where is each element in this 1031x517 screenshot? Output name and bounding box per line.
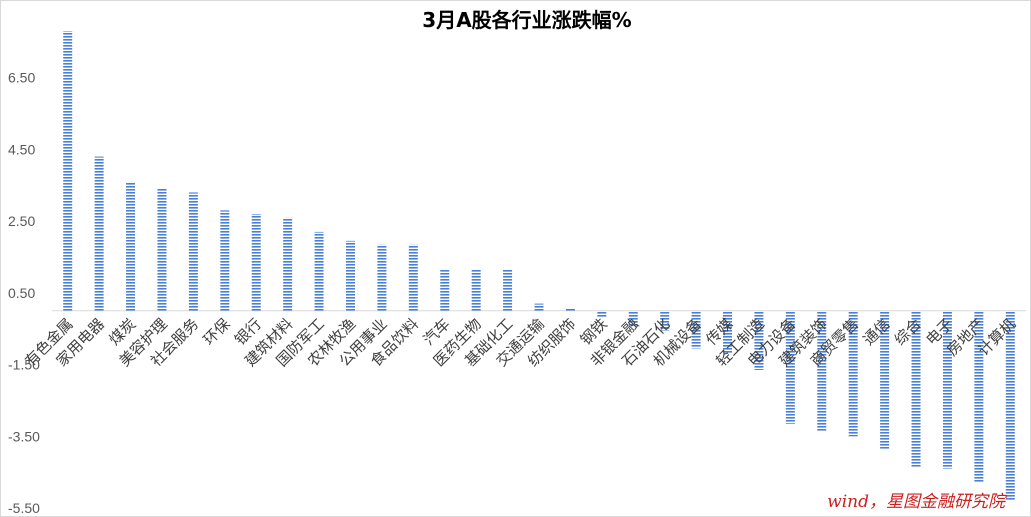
- bar: [911, 310, 921, 467]
- bar: [754, 310, 764, 370]
- y-tick-label: -1.50: [8, 357, 40, 373]
- bar: [880, 310, 890, 449]
- bar: [628, 310, 638, 327]
- bar: [817, 310, 827, 431]
- y-tick-label: 6.50: [8, 70, 35, 86]
- bar-series: [63, 31, 1015, 501]
- bar: [314, 231, 324, 311]
- bar: [1005, 310, 1015, 501]
- bar: [408, 244, 418, 311]
- bar: [283, 217, 293, 311]
- bar: [345, 240, 355, 311]
- x-axis-labels: 有色金属家用电器煤炭美容护理社会服务环保银行建筑材料国防军工农林牧渔公用事业食品…: [21, 315, 1019, 370]
- bar: [63, 31, 73, 311]
- chart-title: 3月A股各行业涨跌幅%: [422, 8, 631, 32]
- y-tick-label: 0.50: [8, 285, 35, 301]
- x-tick-label: 环保: [200, 315, 234, 349]
- source-note: wind，星图金融研究院: [827, 492, 1008, 512]
- bar: [660, 310, 670, 331]
- bar: [188, 192, 198, 311]
- bar: [251, 213, 261, 311]
- bar: [503, 269, 513, 311]
- y-axis: 6.50 4.50 2.50 0.50 -1.50 -3.50 -5.50: [8, 70, 40, 516]
- bar: [220, 210, 230, 311]
- bar: [94, 156, 104, 311]
- y-tick-label: -3.50: [8, 428, 40, 444]
- bar: [848, 310, 858, 437]
- bar: [691, 310, 701, 349]
- bar: [565, 308, 575, 311]
- y-tick-label: 4.50: [8, 141, 35, 157]
- bar: [377, 244, 387, 311]
- bar: [534, 303, 544, 311]
- bar: [471, 269, 481, 311]
- bar: [942, 310, 952, 469]
- bar: [440, 269, 450, 311]
- bar: [157, 188, 167, 311]
- bar: [597, 310, 607, 318]
- bar: [126, 181, 136, 311]
- bar: [785, 310, 795, 424]
- y-tick-label: 2.50: [8, 213, 35, 229]
- y-tick-label: -5.50: [8, 500, 40, 516]
- bar: [974, 310, 984, 483]
- bar: [723, 310, 733, 354]
